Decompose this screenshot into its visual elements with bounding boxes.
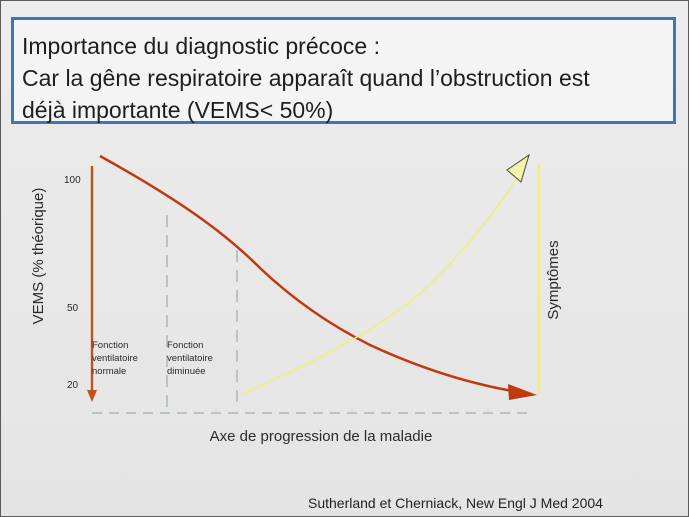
zone-normal-line-2: ventilatoire bbox=[92, 353, 138, 364]
zone-diminished-line-3: diminuée bbox=[167, 366, 206, 377]
zone-diminished-label: Fonction ventilatoire diminuée bbox=[167, 340, 216, 377]
zone-normal-line-3: normale bbox=[92, 366, 126, 377]
symptom-curve bbox=[241, 177, 518, 395]
title-line-3: déjà importante (VEMS< 50%) bbox=[22, 97, 334, 123]
title-box: Importance du diagnostic précoce : Car l… bbox=[11, 17, 676, 124]
y-tick-50: 50 bbox=[67, 303, 79, 314]
title-line-1: Importance du diagnostic précoce : bbox=[22, 33, 380, 59]
zone-diminished-line-2: ventilatoire bbox=[167, 353, 213, 364]
left-axis-arrowhead bbox=[87, 390, 97, 402]
symptom-curve-arrowhead bbox=[506, 153, 530, 183]
y-axis-label: VEMS (% théorique) bbox=[30, 188, 47, 325]
zone-normal-line-1: Fonction bbox=[92, 340, 128, 351]
zone-normal-label: Fonction ventilatoire normale bbox=[92, 340, 141, 377]
title-line-2: Car la gêne respiratoire apparaît quand … bbox=[22, 65, 590, 91]
vems-curve bbox=[99, 154, 519, 394]
vems-curve-arrowhead bbox=[508, 384, 537, 400]
source-citation: Sutherland et Cherniack, New Engl J Med … bbox=[308, 495, 603, 511]
y-tick-100: 100 bbox=[64, 175, 81, 186]
zone-diminished-line-1: Fonction bbox=[167, 340, 203, 351]
x-axis-label: Axe de progression de la maladie bbox=[210, 428, 433, 445]
right-axis-label: Symptômes bbox=[545, 240, 562, 319]
y-tick-20: 20 bbox=[67, 380, 79, 391]
